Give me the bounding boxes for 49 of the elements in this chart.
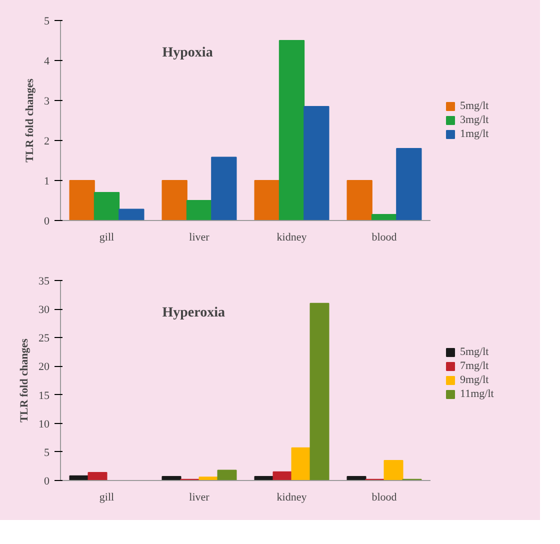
legend-label: 5mg/lt — [460, 100, 489, 112]
bar — [162, 180, 188, 220]
y-tick-label: 0 — [44, 476, 50, 488]
y-tick-label: 1 — [44, 176, 50, 188]
bar — [384, 460, 404, 480]
y-axis-title: TLR fold changes — [24, 78, 36, 162]
x-tick-label: kidney — [276, 492, 308, 504]
text: Hypoxia — [162, 46, 213, 60]
x-tick-label: blood — [372, 232, 398, 244]
bar — [211, 156, 237, 220]
y-tick-label: 15 — [38, 390, 50, 402]
x-tick-label: liver — [189, 232, 210, 244]
legend-label: 9mg/lt — [460, 374, 489, 386]
legend-label: 5mg/lt — [460, 346, 489, 358]
bar — [118, 208, 144, 220]
bar — [186, 200, 212, 220]
legend-label: 11mg/lt — [460, 388, 494, 400]
y-tick-label: 20 — [38, 361, 50, 374]
y-tick-label: 25 — [38, 332, 50, 345]
bar — [278, 40, 305, 220]
x-tick-label: blood — [372, 492, 398, 504]
text: Hyperoxia — [162, 306, 225, 320]
y-tick-label: 0 — [44, 216, 50, 228]
y-axis-title: TLR fold changes — [18, 338, 30, 422]
bar — [291, 447, 311, 480]
x-tick-label: gill — [99, 492, 114, 504]
y-tick-label: 3 — [44, 96, 50, 108]
y-tick-label: 35 — [38, 276, 50, 288]
y-tick-label: 10 — [38, 418, 50, 430]
y-tick-label: 5 — [44, 446, 50, 459]
y-tick-label: 4 — [44, 56, 50, 68]
y-tick-label: 30 — [38, 304, 50, 316]
bar — [346, 180, 372, 220]
y-tick-label: 2 — [44, 136, 50, 148]
x-tick-label: liver — [189, 492, 210, 504]
bar — [254, 180, 280, 220]
legend-label: 3mg/lt — [460, 114, 489, 126]
bar — [304, 106, 330, 220]
x-tick-label: kidney — [276, 232, 308, 244]
bar — [94, 192, 120, 220]
legend-label: 7mg/lt — [460, 360, 489, 372]
bar — [88, 472, 108, 480]
bar — [396, 148, 422, 220]
bar — [217, 470, 237, 480]
legend-label: 1mg/lt — [460, 128, 489, 140]
bar — [310, 302, 330, 480]
x-tick-label: gill — [99, 232, 114, 244]
bar — [69, 180, 95, 220]
y-tick-label: 5 — [44, 16, 50, 28]
